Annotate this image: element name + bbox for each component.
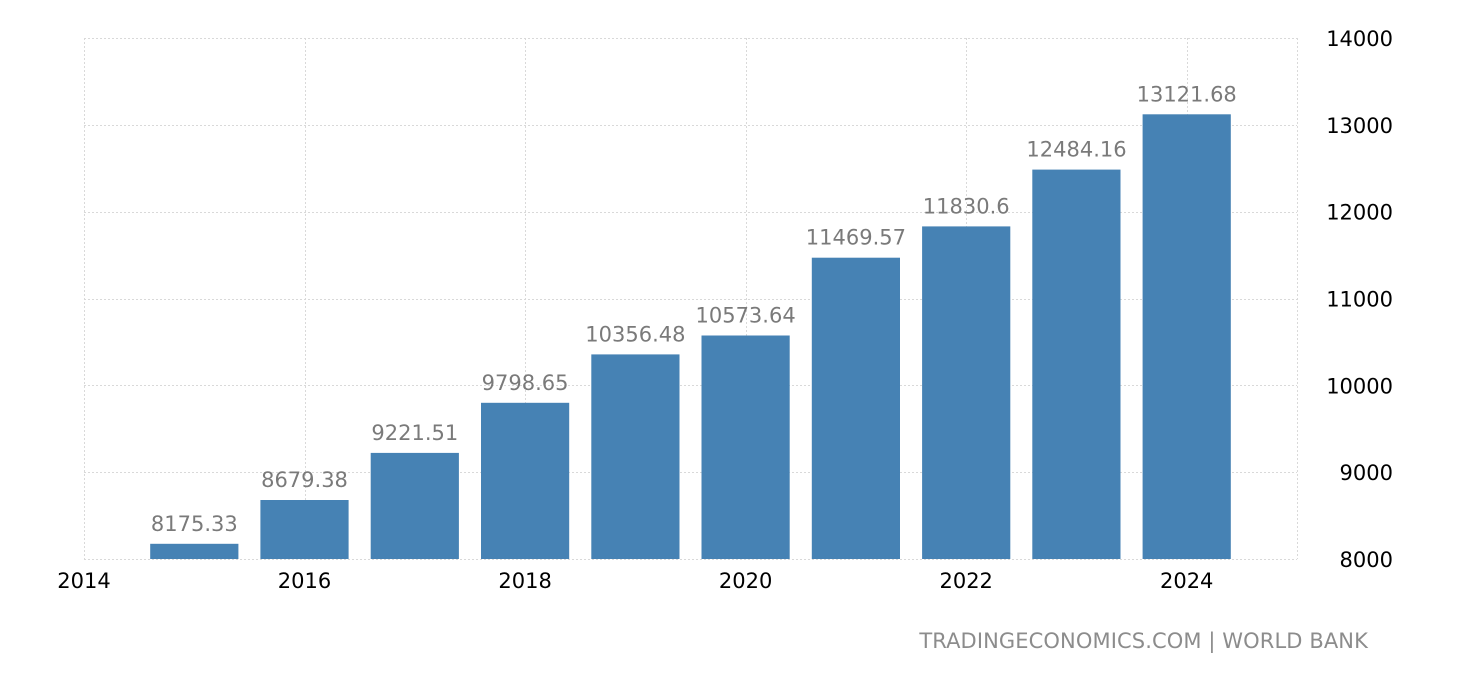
y-tick-label: 13000 — [1326, 114, 1393, 138]
bar-2024 — [1142, 114, 1231, 560]
data-label-2016: 8679.38 — [261, 468, 348, 492]
y-tick-label: 8000 — [1340, 548, 1393, 572]
bar-2021 — [811, 257, 900, 559]
y-tick-label: 12000 — [1326, 201, 1393, 225]
bar-2020 — [701, 335, 790, 559]
bar-2018 — [481, 402, 570, 559]
x-tick-label: 2014 — [57, 569, 110, 593]
data-label-2017: 9221.51 — [371, 421, 458, 445]
y-tick-label: 10000 — [1326, 374, 1393, 398]
x-tick-label: 2024 — [1160, 569, 1213, 593]
bar-2016 — [260, 500, 349, 559]
data-label-2022: 11830.6 — [923, 194, 1010, 218]
bar-2023 — [1032, 169, 1121, 559]
data-label-2018: 9798.65 — [482, 371, 569, 395]
data-label-2024: 13121.68 — [1137, 82, 1237, 106]
x-tick-label: 2018 — [498, 569, 551, 593]
source-credit: TRADINGECONOMICS.COM | WORLD BANK — [919, 629, 1368, 653]
bars — [150, 114, 1231, 560]
bar-2019 — [591, 354, 680, 559]
data-label-2015: 8175.33 — [151, 512, 238, 536]
x-tick-label: 2020 — [719, 569, 772, 593]
bar-2017 — [370, 452, 459, 559]
data-label-2021: 11469.57 — [806, 226, 906, 250]
bar-2022 — [922, 226, 1011, 559]
x-tick-label: 2016 — [278, 569, 331, 593]
data-label-2023: 12484.16 — [1026, 138, 1126, 162]
y-tick-label: 14000 — [1326, 27, 1393, 51]
y-tick-label: 9000 — [1340, 461, 1393, 485]
x-axis: 2014 2016 2018 2020 2022 2024 — [57, 569, 1213, 593]
y-tick-label: 11000 — [1326, 288, 1393, 312]
data-label-2019: 10356.48 — [585, 322, 685, 346]
data-label-2020: 10573.64 — [695, 304, 795, 328]
bar-2015 — [150, 543, 239, 559]
x-tick-label: 2022 — [939, 569, 992, 593]
y-axis: 8000 9000 10000 11000 12000 13000 14000 — [1326, 27, 1393, 572]
data-labels: 8175.33 8679.38 9221.51 9798.65 10356.48 1057… — [151, 82, 1237, 536]
